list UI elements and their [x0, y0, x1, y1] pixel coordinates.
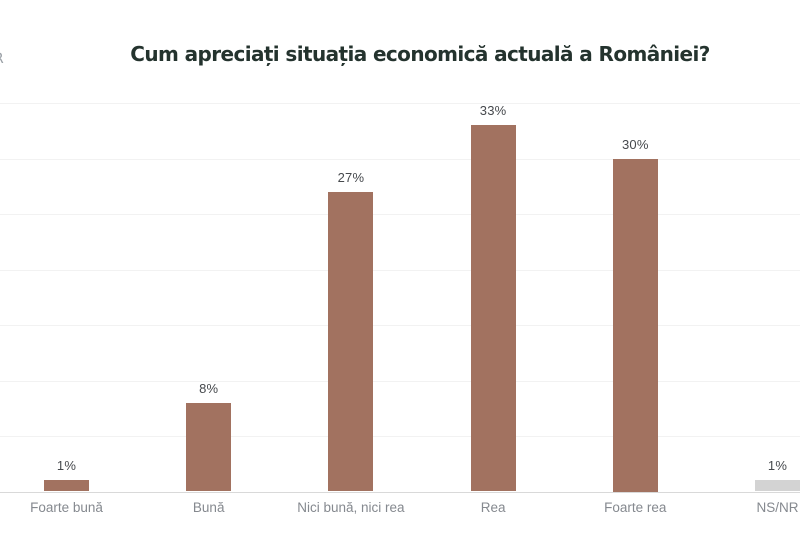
category-label: Bună — [192, 500, 225, 515]
chart-bar — [755, 480, 800, 492]
chart-bar — [470, 125, 516, 492]
gridline-5-percent — [0, 436, 800, 437]
gridline-25-percent — [0, 214, 800, 215]
bar-value-label: 33% — [479, 103, 507, 119]
gridline-15-percent — [0, 325, 800, 326]
bar-value-label: 1% — [56, 458, 77, 474]
gridline-30-percent — [0, 158, 800, 160]
chart-bar — [328, 191, 374, 492]
gridline-35-percent — [0, 103, 800, 104]
gridline-10-percent — [0, 380, 800, 382]
bar-value-label: 27% — [337, 169, 365, 185]
cropped-logo-fragment: R — [0, 51, 4, 67]
bar-value-label: 30% — [621, 136, 649, 152]
bar-value-label: 8% — [199, 380, 219, 396]
bar-value-label: 1% — [767, 458, 788, 474]
chart-title: Cum apreciați situația economică actuală… — [130, 42, 710, 66]
category-label: NS/NR — [756, 500, 799, 515]
category-label: Foarte rea — [604, 500, 667, 515]
gridline-20-percent — [0, 269, 800, 271]
category-label: Rea — [480, 500, 506, 515]
chart-bar — [186, 402, 232, 492]
x-axis-line — [0, 491, 800, 493]
chart-bar — [44, 480, 89, 492]
category-label: Foarte bună — [30, 500, 103, 515]
category-label: Nici bună, nici rea — [297, 500, 405, 515]
chart-bar — [612, 158, 658, 492]
